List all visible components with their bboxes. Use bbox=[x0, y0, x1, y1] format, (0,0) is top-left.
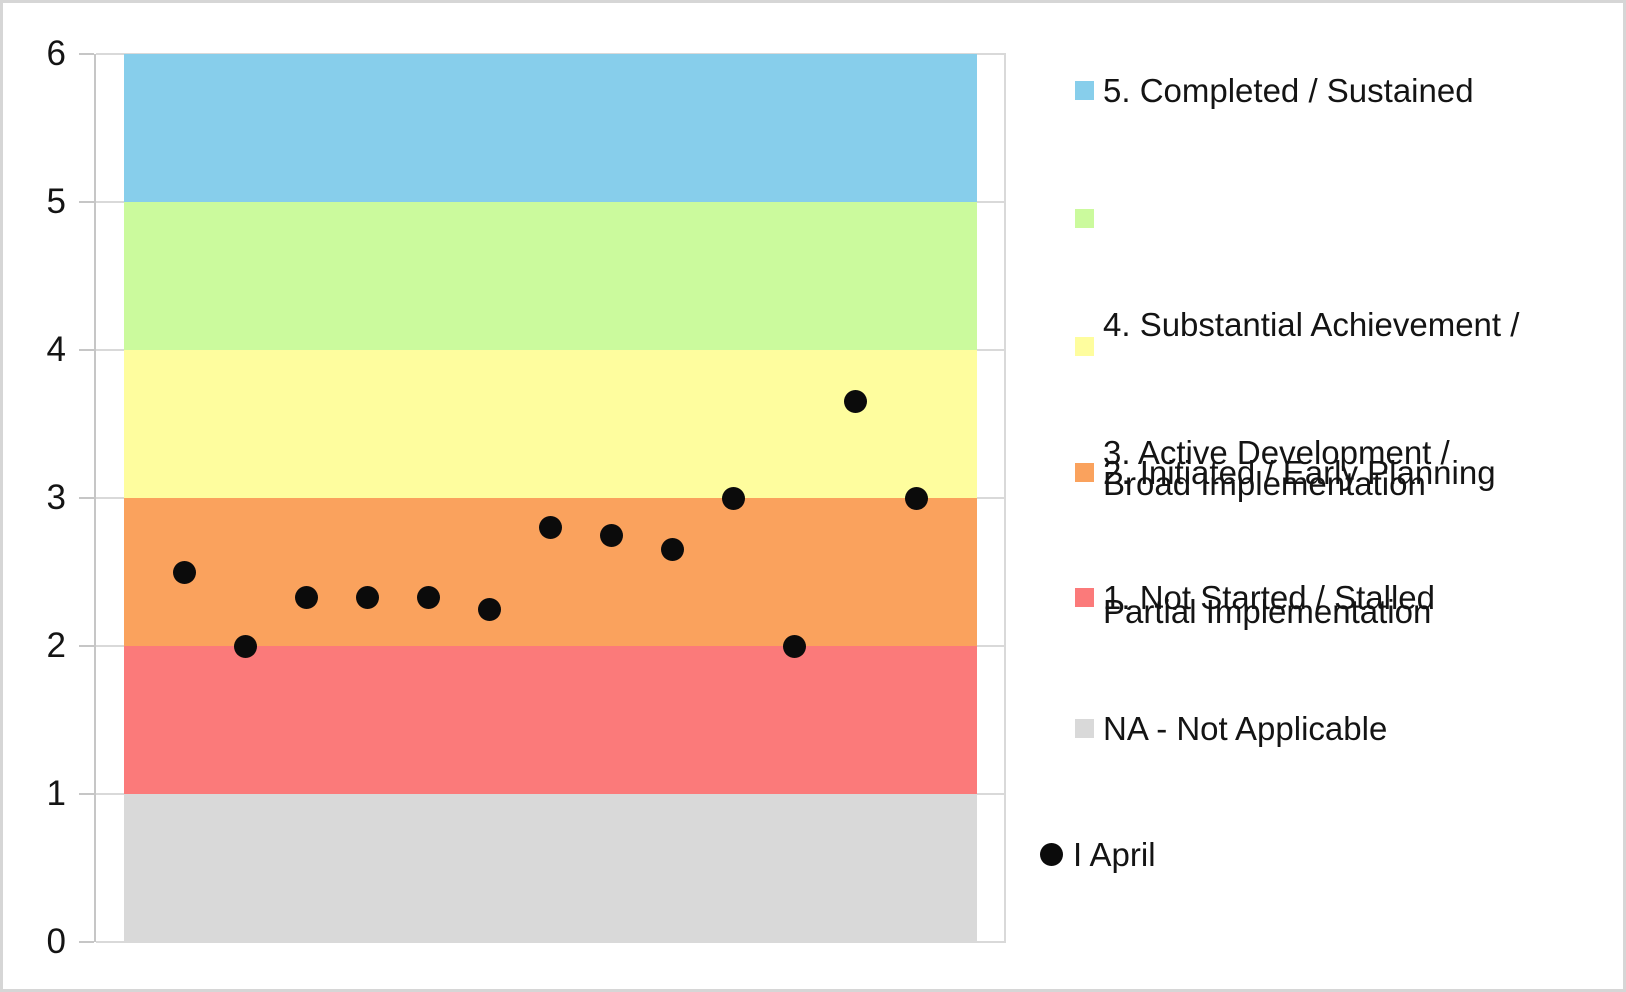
legend-swatch bbox=[1075, 463, 1094, 482]
legend-item-3-active: 3. Active Development / Partial Implemen… bbox=[1040, 320, 1450, 744]
legend-label: 4. Substantial Achievement / bbox=[1103, 306, 1520, 343]
legend-label: 1. Not Started / Stalled bbox=[1103, 579, 1436, 616]
legend-label: Partial Implementation bbox=[1103, 593, 1432, 630]
legend-label: 5. Completed / Sustained bbox=[1103, 72, 1474, 109]
legend-label: NA - Not Applicable bbox=[1103, 710, 1388, 747]
legend-item-1-not-started: 1. Not Started / Stalled bbox=[1040, 571, 1435, 624]
data-point bbox=[417, 585, 441, 609]
y-axis-labels: 0 1 2 3 4 5 6 bbox=[3, 34, 66, 961]
axis-tick bbox=[79, 349, 94, 351]
axis-tick bbox=[79, 497, 94, 499]
legend-dot-marker-icon bbox=[1040, 843, 1063, 866]
data-point bbox=[599, 523, 623, 547]
data-point bbox=[843, 390, 867, 414]
legend-label: 3. Active Development / bbox=[1103, 434, 1450, 471]
y-axis-label: 6 bbox=[46, 34, 66, 73]
data-point bbox=[539, 516, 562, 540]
axis-tick bbox=[79, 793, 94, 795]
data-point bbox=[173, 560, 197, 584]
legend-swatch bbox=[1075, 337, 1094, 356]
legend-label: I April bbox=[1073, 836, 1156, 873]
y-axis-label: 4 bbox=[46, 330, 66, 369]
band-5-6 bbox=[124, 54, 977, 202]
y-axis-label: 0 bbox=[46, 922, 66, 961]
y-axis-label: 3 bbox=[46, 478, 66, 517]
legend-item-4-substantial: 4. Substantial Achievement / Broad Imple… bbox=[1040, 192, 1519, 616]
axis-tick bbox=[79, 645, 94, 647]
axis-tick bbox=[79, 201, 94, 203]
data-point bbox=[234, 634, 258, 658]
data-point bbox=[721, 486, 745, 510]
band-0-1 bbox=[124, 794, 977, 942]
axis-tick bbox=[79, 53, 94, 55]
data-point bbox=[478, 597, 502, 621]
band-1-2 bbox=[124, 646, 977, 794]
rating-bands bbox=[124, 54, 977, 942]
band-4-5 bbox=[124, 202, 977, 350]
legend-label: Broad Implementation bbox=[1103, 465, 1426, 502]
band-3-4 bbox=[124, 350, 977, 498]
legend-item-series-april: I April bbox=[1040, 828, 1156, 881]
legend-item-2-initiated: 2. Initiated / Early Planning bbox=[1040, 446, 1496, 499]
legend: 5. Completed / Sustained 4. Substantial … bbox=[1040, 3, 1620, 989]
legend-item-5-completed: 5. Completed / Sustained bbox=[1040, 64, 1474, 117]
data-point bbox=[295, 585, 319, 609]
legend-swatch bbox=[1075, 719, 1094, 738]
legend-item-na: NA - Not Applicable bbox=[1040, 702, 1387, 755]
legend-swatch bbox=[1075, 209, 1094, 228]
data-point bbox=[904, 486, 928, 510]
axis-tick bbox=[79, 941, 94, 943]
data-point bbox=[782, 634, 806, 658]
legend-swatch bbox=[1075, 588, 1094, 607]
data-point bbox=[356, 585, 380, 609]
data-point bbox=[660, 538, 684, 562]
y-axis-line bbox=[94, 54, 96, 942]
legend-swatch bbox=[1075, 81, 1094, 100]
plot-right-border bbox=[1004, 54, 1006, 942]
plot-area bbox=[79, 53, 1006, 943]
legend-label: 2. Initiated / Early Planning bbox=[1103, 454, 1496, 491]
y-axis-label: 2 bbox=[46, 626, 66, 665]
y-axis-label: 1 bbox=[46, 774, 66, 813]
gridline bbox=[96, 941, 1006, 943]
y-axis-label: 5 bbox=[46, 182, 66, 221]
